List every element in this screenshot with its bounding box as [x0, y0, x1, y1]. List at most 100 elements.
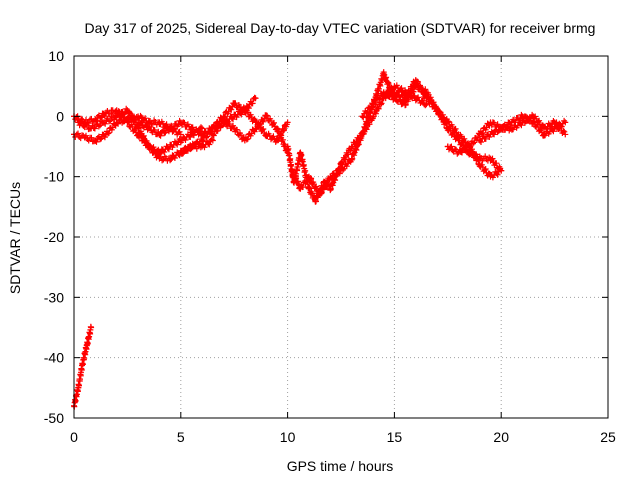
- data-point: [156, 155, 163, 162]
- data-point: [444, 119, 451, 126]
- data-point: [81, 134, 88, 141]
- data-point: [177, 137, 184, 144]
- data-point: [263, 113, 270, 120]
- data-point: [288, 167, 295, 174]
- data-point: [423, 95, 430, 102]
- data-point: [188, 125, 195, 132]
- data-point: [487, 131, 494, 138]
- data-point: [487, 173, 494, 180]
- data-point: [156, 131, 163, 138]
- x-tick-label: 5: [177, 429, 185, 445]
- data-point: [370, 113, 377, 120]
- data-point: [177, 131, 184, 138]
- data-point: [231, 113, 238, 120]
- data-point: [297, 149, 304, 156]
- data-point: [177, 149, 184, 156]
- data-point: [338, 167, 344, 174]
- y-tick-label: -10: [44, 169, 64, 185]
- data-point: [327, 185, 334, 192]
- data-point: [305, 185, 312, 192]
- data-point: [75, 384, 82, 391]
- data-point: [188, 143, 195, 150]
- data-point: [498, 125, 505, 132]
- x-tick-label: 25: [600, 429, 616, 445]
- data-point: [156, 119, 163, 126]
- data-point: [135, 113, 142, 120]
- x-tick-label: 10: [280, 429, 296, 445]
- data-point: [241, 137, 248, 144]
- data-point: [241, 107, 248, 114]
- data-point: [167, 155, 174, 162]
- data-point: [455, 149, 462, 156]
- data-point: [348, 155, 355, 162]
- grid: [74, 56, 608, 418]
- data-point: [327, 173, 334, 180]
- y-tick-label: -20: [44, 229, 64, 245]
- data-point: [508, 125, 515, 132]
- data-point: [444, 143, 451, 150]
- data-layer: [71, 69, 569, 410]
- data-point: [209, 137, 216, 144]
- data-point: [519, 113, 526, 120]
- data-point: [519, 119, 526, 126]
- data-point: [551, 125, 558, 132]
- data-point: [92, 116, 99, 123]
- data-point: [273, 125, 280, 132]
- data-point: [209, 125, 216, 132]
- data-point: [209, 131, 216, 138]
- data-point: [380, 71, 387, 78]
- series-sat-f: [209, 112, 291, 156]
- data-point: [391, 89, 398, 96]
- data-point: [380, 89, 387, 96]
- data-point: [188, 131, 195, 138]
- x-tick-label: 15: [387, 429, 403, 445]
- data-point: [466, 143, 473, 150]
- data-point: [220, 113, 227, 120]
- data-point: [145, 119, 152, 126]
- data-point: [220, 119, 227, 126]
- y-tick-label: -50: [44, 410, 64, 426]
- data-point: [145, 143, 152, 150]
- data-point: [402, 95, 409, 102]
- data-point: [312, 197, 319, 204]
- data-point: [455, 131, 462, 138]
- data-point: [305, 173, 312, 180]
- data-point: [487, 155, 494, 162]
- data-point: [359, 131, 366, 138]
- data-point: [113, 113, 120, 120]
- data-point: [391, 95, 398, 102]
- series-sat-l: [476, 111, 569, 145]
- x-axis-label: GPS time / hours: [287, 458, 394, 474]
- data-point: [103, 110, 110, 117]
- data-point: [135, 125, 142, 132]
- data-point: [476, 161, 483, 168]
- x-tick-label: 0: [70, 429, 78, 445]
- data-point: [88, 125, 95, 132]
- data-point: [540, 131, 547, 138]
- data-point: [92, 137, 99, 144]
- data-point: [402, 101, 409, 108]
- data-point: [284, 119, 291, 126]
- data-point: [231, 125, 238, 132]
- y-tick-label: 0: [56, 108, 64, 124]
- data-point: [508, 119, 515, 126]
- data-point: [562, 131, 569, 138]
- data-point: [273, 137, 280, 144]
- data-point: [498, 167, 505, 174]
- data-point: [135, 119, 142, 126]
- data-point: [297, 185, 304, 192]
- y-tick-label: -40: [44, 350, 64, 366]
- data-point: [113, 107, 120, 114]
- x-tick-label: 20: [493, 429, 509, 445]
- data-point: [530, 119, 537, 126]
- data-point: [124, 107, 131, 114]
- data-point: [284, 143, 291, 150]
- y-tick-label: -30: [44, 289, 64, 305]
- data-point: [83, 342, 90, 349]
- y-axis-label: SDTVAR / TECUs: [7, 182, 23, 294]
- data-point: [88, 324, 95, 331]
- data-point: [412, 77, 419, 84]
- data-point: [167, 125, 174, 132]
